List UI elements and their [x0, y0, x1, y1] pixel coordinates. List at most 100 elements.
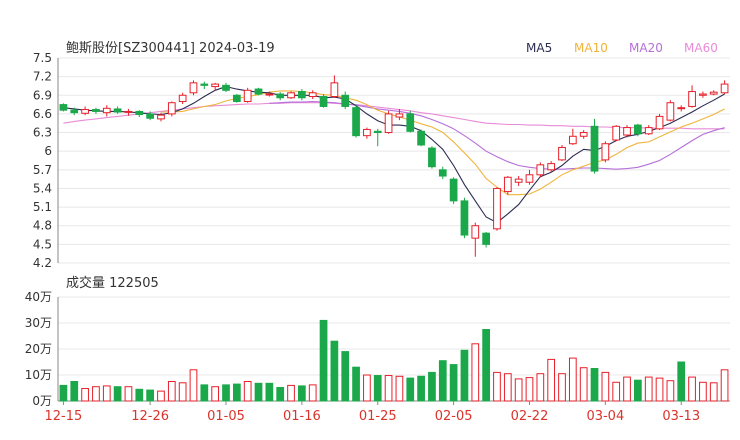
candle-body [70, 109, 79, 114]
volume-bar [254, 382, 263, 402]
price-tick-label: 7.5 [33, 51, 52, 65]
candle [471, 222, 480, 257]
candle [699, 91, 707, 98]
volume-bar [634, 379, 642, 402]
volume-bar [720, 369, 729, 402]
legend-ma10: MA10 [574, 41, 608, 55]
candle [709, 90, 718, 96]
candle-body [384, 113, 393, 134]
ma20-line [269, 100, 725, 170]
candle-body [276, 93, 285, 99]
candle [482, 231, 490, 248]
candle [265, 91, 274, 97]
volume-bar [70, 381, 79, 402]
candle [590, 118, 599, 174]
volume-bar [352, 366, 360, 402]
candle [395, 108, 404, 121]
date-tick-label: 03-04 [586, 409, 624, 424]
candlesticks [59, 75, 729, 257]
candle-body [601, 143, 610, 161]
candle-body [232, 94, 241, 102]
date-tick-label: 12-15 [45, 409, 83, 424]
candle [558, 144, 566, 162]
volume-bar [222, 384, 230, 402]
volume-tick-label: 20万 [25, 342, 52, 356]
candle [308, 90, 317, 99]
candle-body [308, 92, 317, 98]
volume-bars [59, 319, 729, 402]
candle-body [428, 147, 436, 168]
volume-bar [341, 351, 350, 402]
legend-ma20: MA20 [629, 41, 663, 55]
candle [232, 94, 241, 103]
candle [243, 87, 252, 103]
candle [612, 125, 621, 142]
candle-body [167, 102, 176, 115]
candle-body [438, 169, 447, 177]
legend-ma5: MA5 [526, 41, 552, 55]
candle [601, 141, 610, 163]
volume-bar [298, 385, 306, 402]
candle [167, 101, 176, 117]
candle-body [200, 83, 209, 86]
volume-bar [471, 343, 480, 402]
volume-bar [493, 371, 501, 402]
volume-bar [612, 381, 621, 402]
candle [655, 113, 664, 131]
candle-body [352, 107, 360, 137]
price-y-axis: 7.5 7.2 6.9 6.6 6.3 6 5.7 5.4 5.1 4.8 4.5 4.2 [33, 51, 52, 270]
main-chart-title: 鲍斯股份[SZ300441] 2024-03-19 [66, 41, 275, 56]
candle-body [265, 93, 274, 96]
candle-body [124, 110, 133, 113]
candle [503, 176, 512, 195]
candle-body [113, 108, 122, 113]
candle-body [644, 127, 653, 135]
candle [568, 128, 577, 145]
volume-y-axis: 40万 30万 20万 10万 0万 [25, 290, 52, 408]
candle-body [81, 109, 89, 114]
candle-body [449, 178, 458, 202]
ma10-line [161, 90, 725, 196]
candle [460, 197, 469, 239]
price-tick-label: 4.2 [33, 256, 52, 270]
price-tick-label: 7.2 [33, 70, 52, 84]
candle-body [319, 96, 328, 107]
candle-body [514, 178, 523, 183]
candle-body [666, 102, 675, 121]
date-tick-label: 02-05 [435, 409, 473, 424]
volume-bar [568, 357, 577, 402]
volume-bar [699, 381, 707, 402]
volume-bar [406, 377, 415, 402]
volume-bar [536, 373, 545, 402]
candle [70, 107, 79, 116]
candle-body [482, 232, 490, 245]
candle-body [634, 124, 642, 135]
volume-tick-label: 40万 [25, 290, 52, 304]
volume-bar [449, 364, 458, 402]
candle-body [211, 83, 220, 88]
price-tick-label: 5.1 [33, 200, 52, 214]
candle-body [417, 130, 425, 146]
candle [124, 108, 133, 116]
candle-body [243, 89, 252, 102]
date-tick-label: 02-22 [511, 409, 549, 424]
candle [406, 110, 415, 133]
volume-bar [547, 358, 556, 402]
price-tick-label: 4.5 [33, 237, 52, 251]
candle [352, 104, 360, 138]
candle [298, 89, 306, 101]
date-tick-label: 12-26 [131, 409, 169, 424]
date-tick-label: 01-16 [283, 409, 321, 424]
candle [146, 111, 154, 121]
price-tick-label: 6 [44, 144, 52, 158]
volume-bar [590, 368, 599, 402]
candle-body [373, 130, 382, 134]
candle-body [655, 115, 664, 130]
candle-body [330, 82, 339, 98]
grid-lines [57, 57, 730, 402]
candle [720, 80, 729, 95]
volume-bar [460, 349, 469, 402]
candle-body [102, 107, 111, 114]
candle [178, 92, 187, 104]
